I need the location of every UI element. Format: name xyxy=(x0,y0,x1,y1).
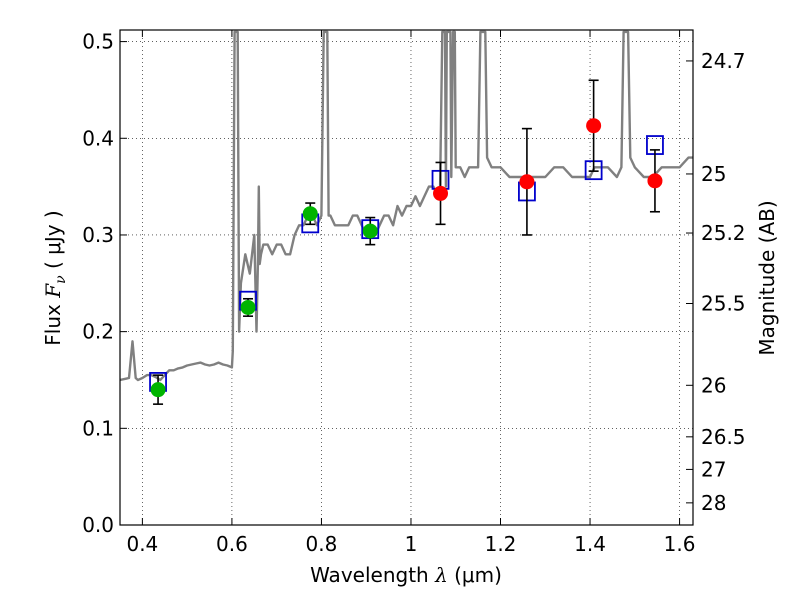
plot-background xyxy=(120,30,693,525)
y2-tick-label: 25 xyxy=(701,162,726,186)
y-axis-label-subscript: ν xyxy=(53,275,69,284)
axis-ticks: 0.4 0.6 0.8 1 1.2 1.4 1.6 0.0 0.1 0.2 0.3 0.4 0.5 24.… xyxy=(82,30,745,556)
x-tick-label: 1.2 xyxy=(485,532,517,556)
y-tick-label: 0.4 xyxy=(82,126,114,150)
y-tick-label: 0.5 xyxy=(82,30,114,54)
observed-flux-point xyxy=(647,173,663,189)
observed-flux-point xyxy=(150,382,166,398)
x-axis-label: Wavelength λ (μm) xyxy=(310,563,502,587)
observed-flux-point xyxy=(586,118,602,134)
plot-frame xyxy=(119,29,694,526)
x-tick-label: 0.6 xyxy=(216,532,248,556)
y2-tick-label: 26 xyxy=(701,373,726,397)
y-axis-label-unit: ( μJy ) xyxy=(41,210,65,275)
y2-tick-label: 25.5 xyxy=(701,292,746,316)
x-tick-label: 0.8 xyxy=(306,532,338,556)
y2-tick-label: 25.2 xyxy=(701,221,746,245)
y-tick-label: 0.1 xyxy=(82,416,114,440)
x-axis-label-symbol: λ xyxy=(434,563,448,587)
x-tick-label: 1.6 xyxy=(664,532,696,556)
y2-tick-label: 24.7 xyxy=(701,49,746,73)
x-tick-label: 1.4 xyxy=(574,532,606,556)
observed-flux-point xyxy=(302,206,318,222)
y2-tick-label: 27 xyxy=(701,457,726,481)
y-axis-label-prefix: Flux xyxy=(41,298,65,346)
y-axis-label: Flux Fν ( μJy ) xyxy=(41,210,69,345)
y2-axis-label: Magnitude (AB) xyxy=(755,200,779,355)
observed-flux-point xyxy=(240,299,256,315)
grid-lines xyxy=(120,30,693,526)
y-axis-label-symbol: F xyxy=(41,283,65,299)
y2-tick-label: 26.5 xyxy=(701,425,746,449)
x-tick-label: 0.4 xyxy=(126,532,158,556)
x-tick-label: 1 xyxy=(405,532,418,556)
y2-tick-label: 28 xyxy=(701,491,726,515)
data-layer xyxy=(120,30,693,405)
x-axis-label-unit: (μm) xyxy=(448,563,502,587)
y-tick-label: 0.2 xyxy=(82,320,114,344)
y-tick-label: 0.0 xyxy=(82,513,114,537)
x-axis-label-prefix: Wavelength xyxy=(310,563,435,587)
y-tick-label: 0.3 xyxy=(82,223,114,247)
observed-flux-point xyxy=(519,174,535,190)
observed-flux-point xyxy=(433,185,449,201)
observed-flux-point xyxy=(362,223,378,239)
